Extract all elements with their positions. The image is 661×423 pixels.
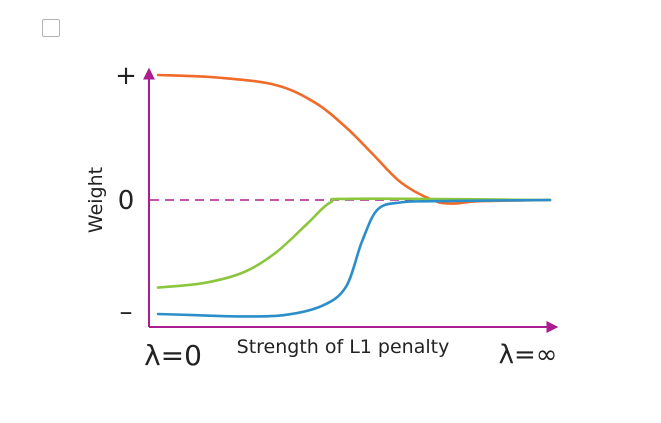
series-line-2 [156,197,552,289]
x-start-label: λ=0 [144,339,202,372]
series-line-3 [156,198,552,318]
y-axis-label: Weight [85,167,107,233]
series-group [156,73,552,318]
y-tick-minus: – [120,297,133,327]
x-end-label: λ=∞ [499,340,558,370]
series-line-1 [156,73,552,205]
y-tick-zero: 0 [118,186,135,216]
checkbox[interactable] [42,19,60,37]
x-axis-label: Strength of L1 penalty [237,336,450,358]
y-tick-plus: + [115,61,137,91]
